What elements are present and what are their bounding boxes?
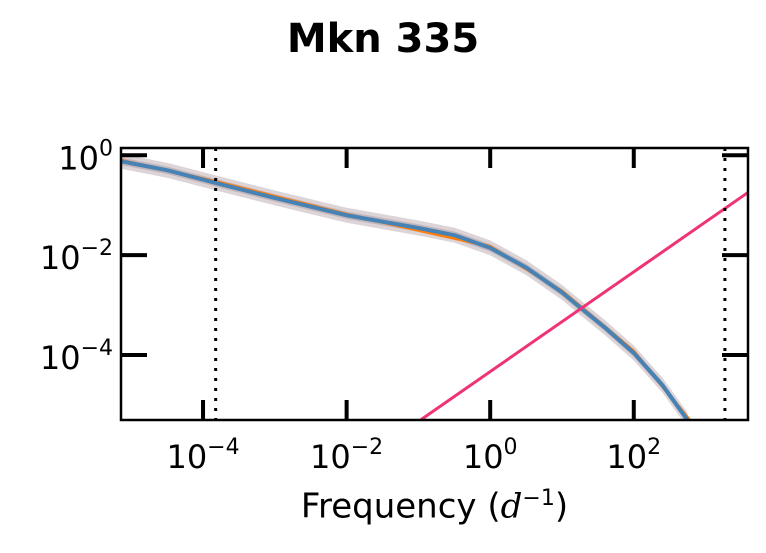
x-tick-exp: 2	[647, 435, 661, 460]
x-tick-base: 10	[606, 438, 647, 476]
x-tick-exp: −4	[207, 435, 239, 460]
x-tick-label: 10−2	[310, 435, 383, 476]
x-tick-base: 10	[463, 438, 504, 476]
x-axis-label-text: Frequency	[300, 486, 477, 527]
y-tick-base: 10	[40, 339, 81, 377]
series-group	[121, 153, 748, 420]
x-tick-label: 10−4	[166, 435, 239, 476]
x-tick-label: 102	[606, 435, 661, 476]
y-tick-label: 10−2	[40, 236, 113, 277]
x-axis-unit-exp: −1	[522, 486, 555, 511]
x-tick-base: 10	[310, 438, 351, 476]
y-tick-base: 10	[40, 239, 81, 277]
series-line-orange-psd	[121, 158, 691, 420]
plot-frame	[119, 146, 750, 422]
y-tick-exp: −2	[81, 236, 113, 261]
x-tick-base: 10	[166, 438, 207, 476]
y-tick-exp: −4	[81, 336, 113, 361]
y-tick-label: 10−4	[40, 336, 113, 377]
series-line-model-psd	[121, 159, 690, 420]
x-tick-exp: 0	[504, 435, 518, 460]
y-tick-exp: 0	[99, 136, 113, 161]
series-line-noise-level	[419, 191, 748, 420]
x-axis-unit: d	[500, 486, 523, 527]
chart-title: Mkn 335	[286, 16, 480, 62]
uncertainty-band	[121, 153, 688, 420]
y-tick-base: 10	[58, 139, 99, 177]
y-tick-label: 100	[58, 136, 113, 177]
x-tick-exp: −2	[351, 435, 383, 460]
uncertainty-band	[121, 157, 688, 420]
x-axis-label: Frequency (d−1)	[300, 486, 569, 527]
x-tick-label: 100	[463, 435, 518, 476]
